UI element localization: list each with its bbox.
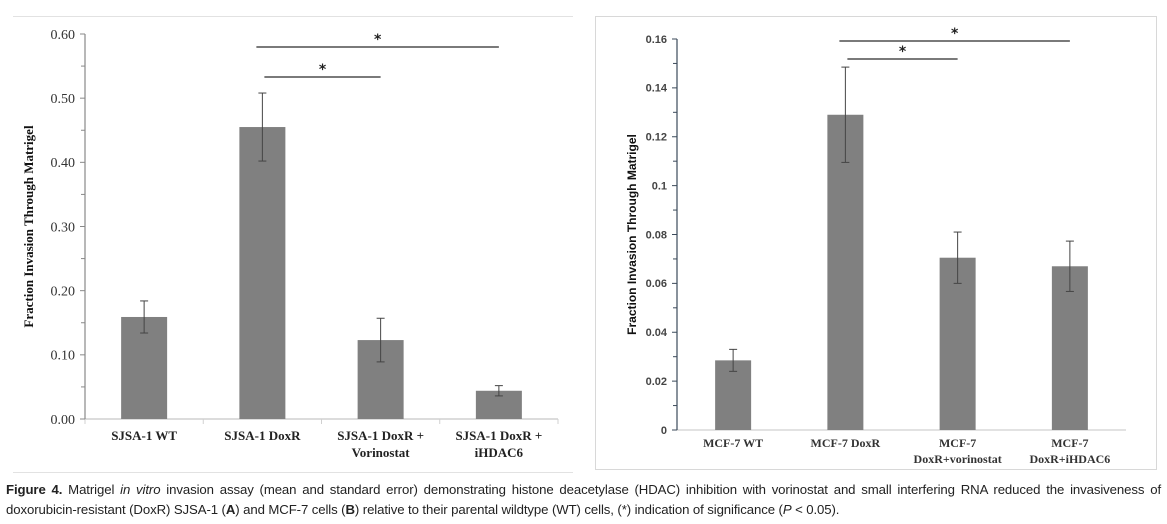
significance-star: * — [899, 44, 907, 60]
significance-star: * — [951, 26, 959, 42]
significance-star: * — [374, 32, 382, 48]
bar — [715, 360, 752, 430]
y-tick-label: 0.60 — [51, 28, 76, 43]
category-label: DoxR+iHDAC6 — [1029, 452, 1110, 466]
chart-panel-b: 0 0.02 0.04 0.06 0.08 0.1 0.12 0.14 0.16 Fraction… — [595, 16, 1157, 470]
y-tick-label: 0.10 — [51, 349, 76, 364]
category-label: Vorinostat — [352, 445, 411, 460]
y-tick-label: 0.30 — [51, 220, 76, 235]
chart-a-svg: 0.00 0.10 0.20 0.30 0.40 0.50 0.60 Fraction Inv… — [21, 28, 559, 460]
category-label: SJSA-1 DoxR — [224, 428, 301, 443]
y-tick-label: 0.04 — [646, 327, 668, 339]
category-label: MCF-7 — [939, 436, 976, 450]
figure-caption: Figure 4. Matrigel in vitro invasion ass… — [6, 480, 1161, 520]
y-tick-label: 0.00 — [51, 413, 76, 428]
bar — [827, 114, 864, 430]
y-tick-label: 0.16 — [646, 34, 667, 46]
category-label: iHDAC6 — [475, 445, 524, 460]
y-tick-label: 0.40 — [51, 156, 76, 171]
y-tick-label: 0.14 — [646, 83, 668, 95]
caption-text: ) and MCF-7 cells ( — [235, 502, 346, 517]
bar — [121, 316, 168, 419]
caption-text: ) relative to their parental wildtype (W… — [354, 502, 783, 517]
y-tick-label: 0.06 — [646, 278, 667, 290]
bar — [1051, 266, 1088, 430]
y-tick-label: 0.50 — [51, 92, 76, 107]
y-tick-label: 0.08 — [646, 229, 667, 241]
chart-panel-a: 0.00 0.10 0.20 0.30 0.40 0.50 0.60 Fraction Inv… — [13, 16, 573, 473]
category-label: MCF-7 WT — [703, 436, 763, 450]
y-tick-label: 0.20 — [51, 285, 76, 300]
caption-panel-b: B — [345, 502, 355, 517]
y-tick-label: 0 — [661, 425, 667, 437]
chart-b-svg: 0 0.02 0.04 0.06 0.08 0.1 0.12 0.14 0.16 Fraction… — [625, 26, 1126, 466]
y-tick-label: 0.02 — [646, 376, 667, 388]
caption-text: Matrigel — [62, 482, 121, 497]
caption-panel-a: A — [225, 502, 236, 517]
caption-italic: in vitro — [120, 482, 161, 497]
caption-text: invasion assay (mean and standard error)… — [6, 482, 1162, 517]
category-label: DoxR+vorinostat — [914, 452, 1002, 466]
category-label: SJSA-1 WT — [111, 428, 177, 443]
caption-p: P — [782, 502, 792, 517]
y-tick-label: 0.12 — [646, 132, 667, 144]
category-label: MCF-7 — [1051, 436, 1088, 450]
y-axis-title: Fraction Invasion Through Matrigel — [21, 125, 36, 328]
caption-text: < 0.05). — [791, 502, 840, 517]
significance-star: * — [319, 62, 327, 78]
bar — [239, 127, 286, 420]
bar — [939, 257, 976, 430]
caption-label: Figure 4. — [6, 482, 63, 497]
y-axis-title: Fraction Invasion Through Matrigel — [625, 134, 639, 335]
category-label: SJSA-1 DoxR + — [337, 428, 424, 443]
category-label: SJSA-1 DoxR + — [455, 428, 542, 443]
y-tick-label: 0.1 — [652, 180, 667, 192]
category-label: MCF-7 DoxR — [811, 436, 881, 450]
